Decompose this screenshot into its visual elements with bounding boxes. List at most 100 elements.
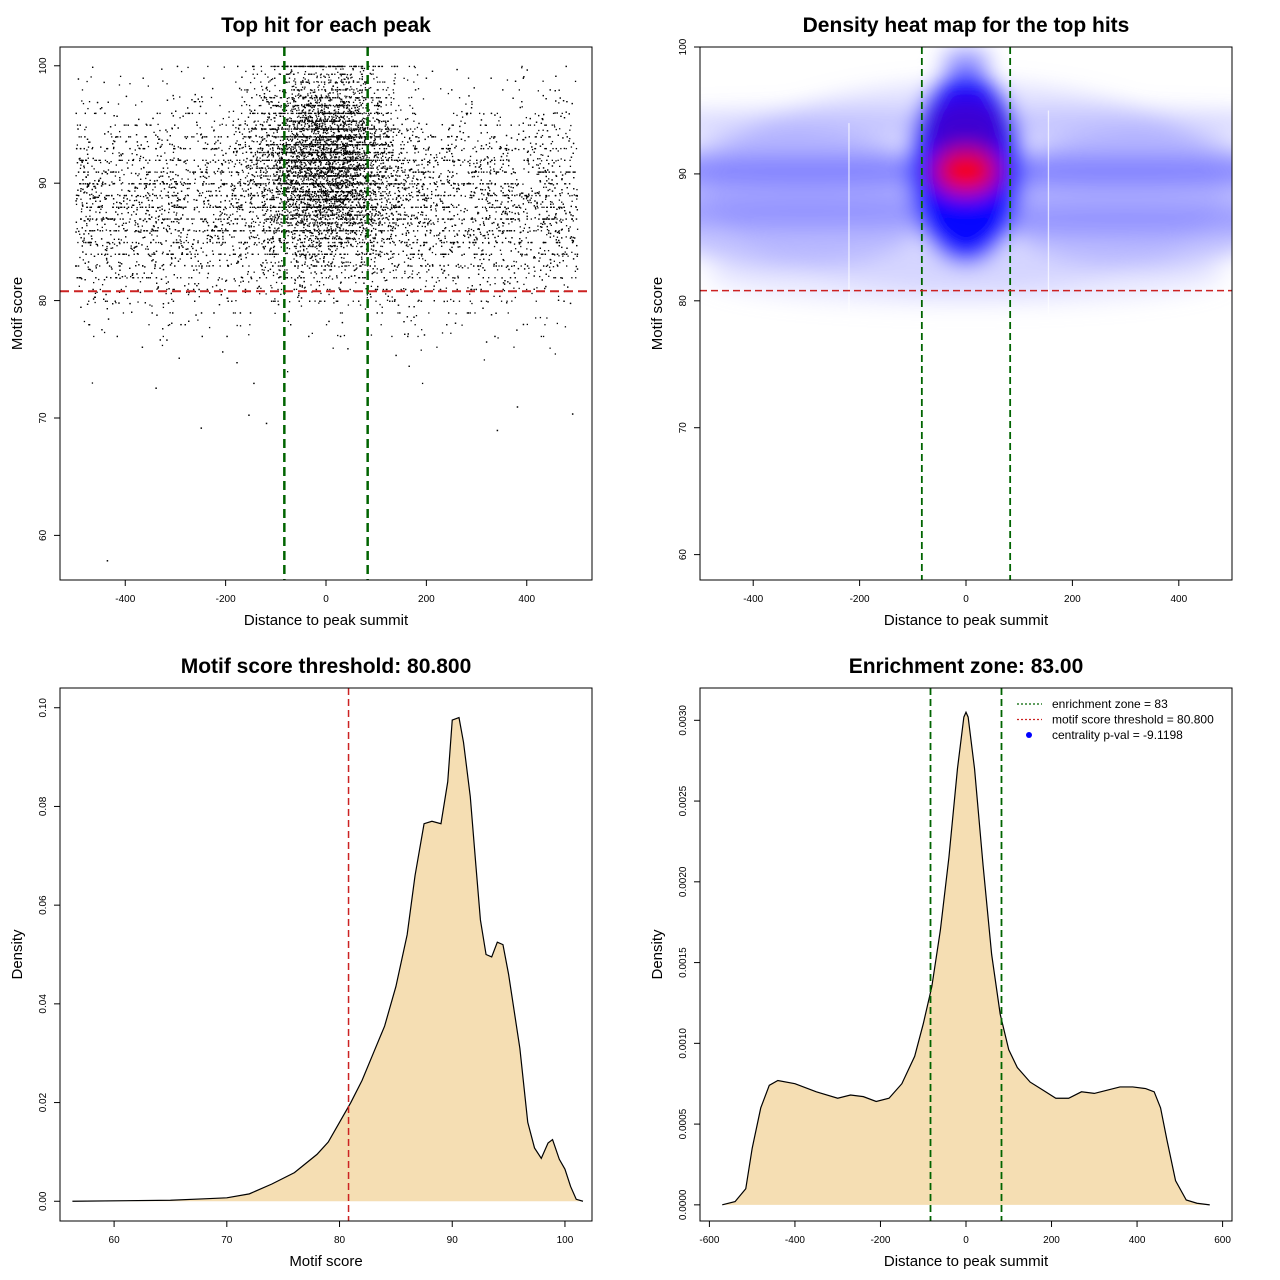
scatter-point [530,197,532,199]
scatter-point [221,164,224,166]
scatter-point [178,206,181,208]
scatter-point [382,194,384,197]
scatter-point [221,228,223,230]
scatter-point [126,203,128,205]
scatter-point [516,194,518,196]
scatter-point [531,292,533,295]
scatter-point [213,120,216,122]
scatter-point [309,149,312,151]
scatter-point [423,167,425,169]
scatter-point [447,169,449,172]
scatter-point [392,198,394,200]
scatter-point [518,220,521,222]
scatter-point [449,241,452,244]
scatter-point [310,173,312,175]
scatter-point [346,171,348,173]
scatter-point [256,234,259,236]
scatter-point [310,231,312,234]
scatter-point [554,218,556,220]
scatter-point [253,236,256,239]
scatter-point [191,222,194,225]
scatter-point [229,145,231,148]
scatter-point [184,324,186,326]
scatter-point [110,234,112,236]
scatter-point [501,232,503,235]
scatter-point [458,218,460,220]
scatter-point [443,253,445,255]
scatter-point [219,124,221,126]
scatter-point [370,248,373,250]
scatter-point [151,216,153,218]
scatter-point [312,244,314,246]
scatter-point [96,291,98,293]
scatter-point [284,211,286,213]
scatter-point [213,213,215,216]
plot-area [60,47,592,580]
scatter-point [549,269,552,272]
scatter-point [416,216,418,218]
scatter-point [375,222,377,225]
scatter-point [242,137,244,140]
scatter-point [149,183,151,185]
scatter-point [187,194,190,197]
scatter-point [459,125,461,128]
scatter-point [247,252,249,254]
scatter-point [136,245,138,248]
scatter-point [295,149,297,151]
scatter-point [494,236,496,239]
scatter-point [84,171,86,173]
scatter-point [86,149,88,151]
scatter-point [181,178,183,180]
scatter-point [484,124,486,126]
scatter-point [176,204,179,206]
scatter-point [421,382,424,385]
scatter-point [435,183,437,185]
scatter-point [501,166,503,169]
scatter-point [388,224,390,227]
scatter-point [397,304,400,306]
scatter-point [328,209,330,211]
scatter-point [286,163,288,165]
scatter-point [294,145,296,147]
scatter-point [272,265,274,267]
scatter-point [444,235,446,237]
scatter-point [361,124,363,126]
scatter-point [386,216,388,219]
scatter-point [115,223,117,225]
scatter-point [457,184,460,186]
scatter-point [147,277,150,279]
scatter-point [392,240,394,243]
scatter-point [229,234,231,236]
scatter-point [540,154,542,156]
scatter-point [530,218,533,220]
scatter-point [552,206,555,208]
scatter-point [198,194,200,197]
scatter-point [487,157,489,159]
scatter-point [405,226,407,229]
scatter-point [94,241,97,243]
scatter-point [139,155,142,158]
scatter-point [441,218,444,220]
scatter-point [352,230,355,232]
scatter-point [338,241,340,244]
scatter-point [214,205,217,207]
scatter-point [397,189,400,192]
scatter-point [106,249,108,252]
scatter-point [294,252,296,254]
scatter-point [186,291,188,293]
scatter-point [417,221,420,224]
scatter-point [428,312,430,314]
scatter-point [170,183,173,185]
scatter-point [146,197,148,199]
scatter-point [274,160,276,162]
scatter-point [177,146,179,148]
scatter-point [202,242,204,244]
scatter-point [162,183,165,185]
scatter-point [456,233,458,235]
scatter-point [565,65,567,68]
scatter-point [545,285,547,288]
scatter-point [535,194,537,197]
scatter-point [469,155,472,158]
scatter-point [491,194,493,197]
scatter-point [494,277,496,279]
